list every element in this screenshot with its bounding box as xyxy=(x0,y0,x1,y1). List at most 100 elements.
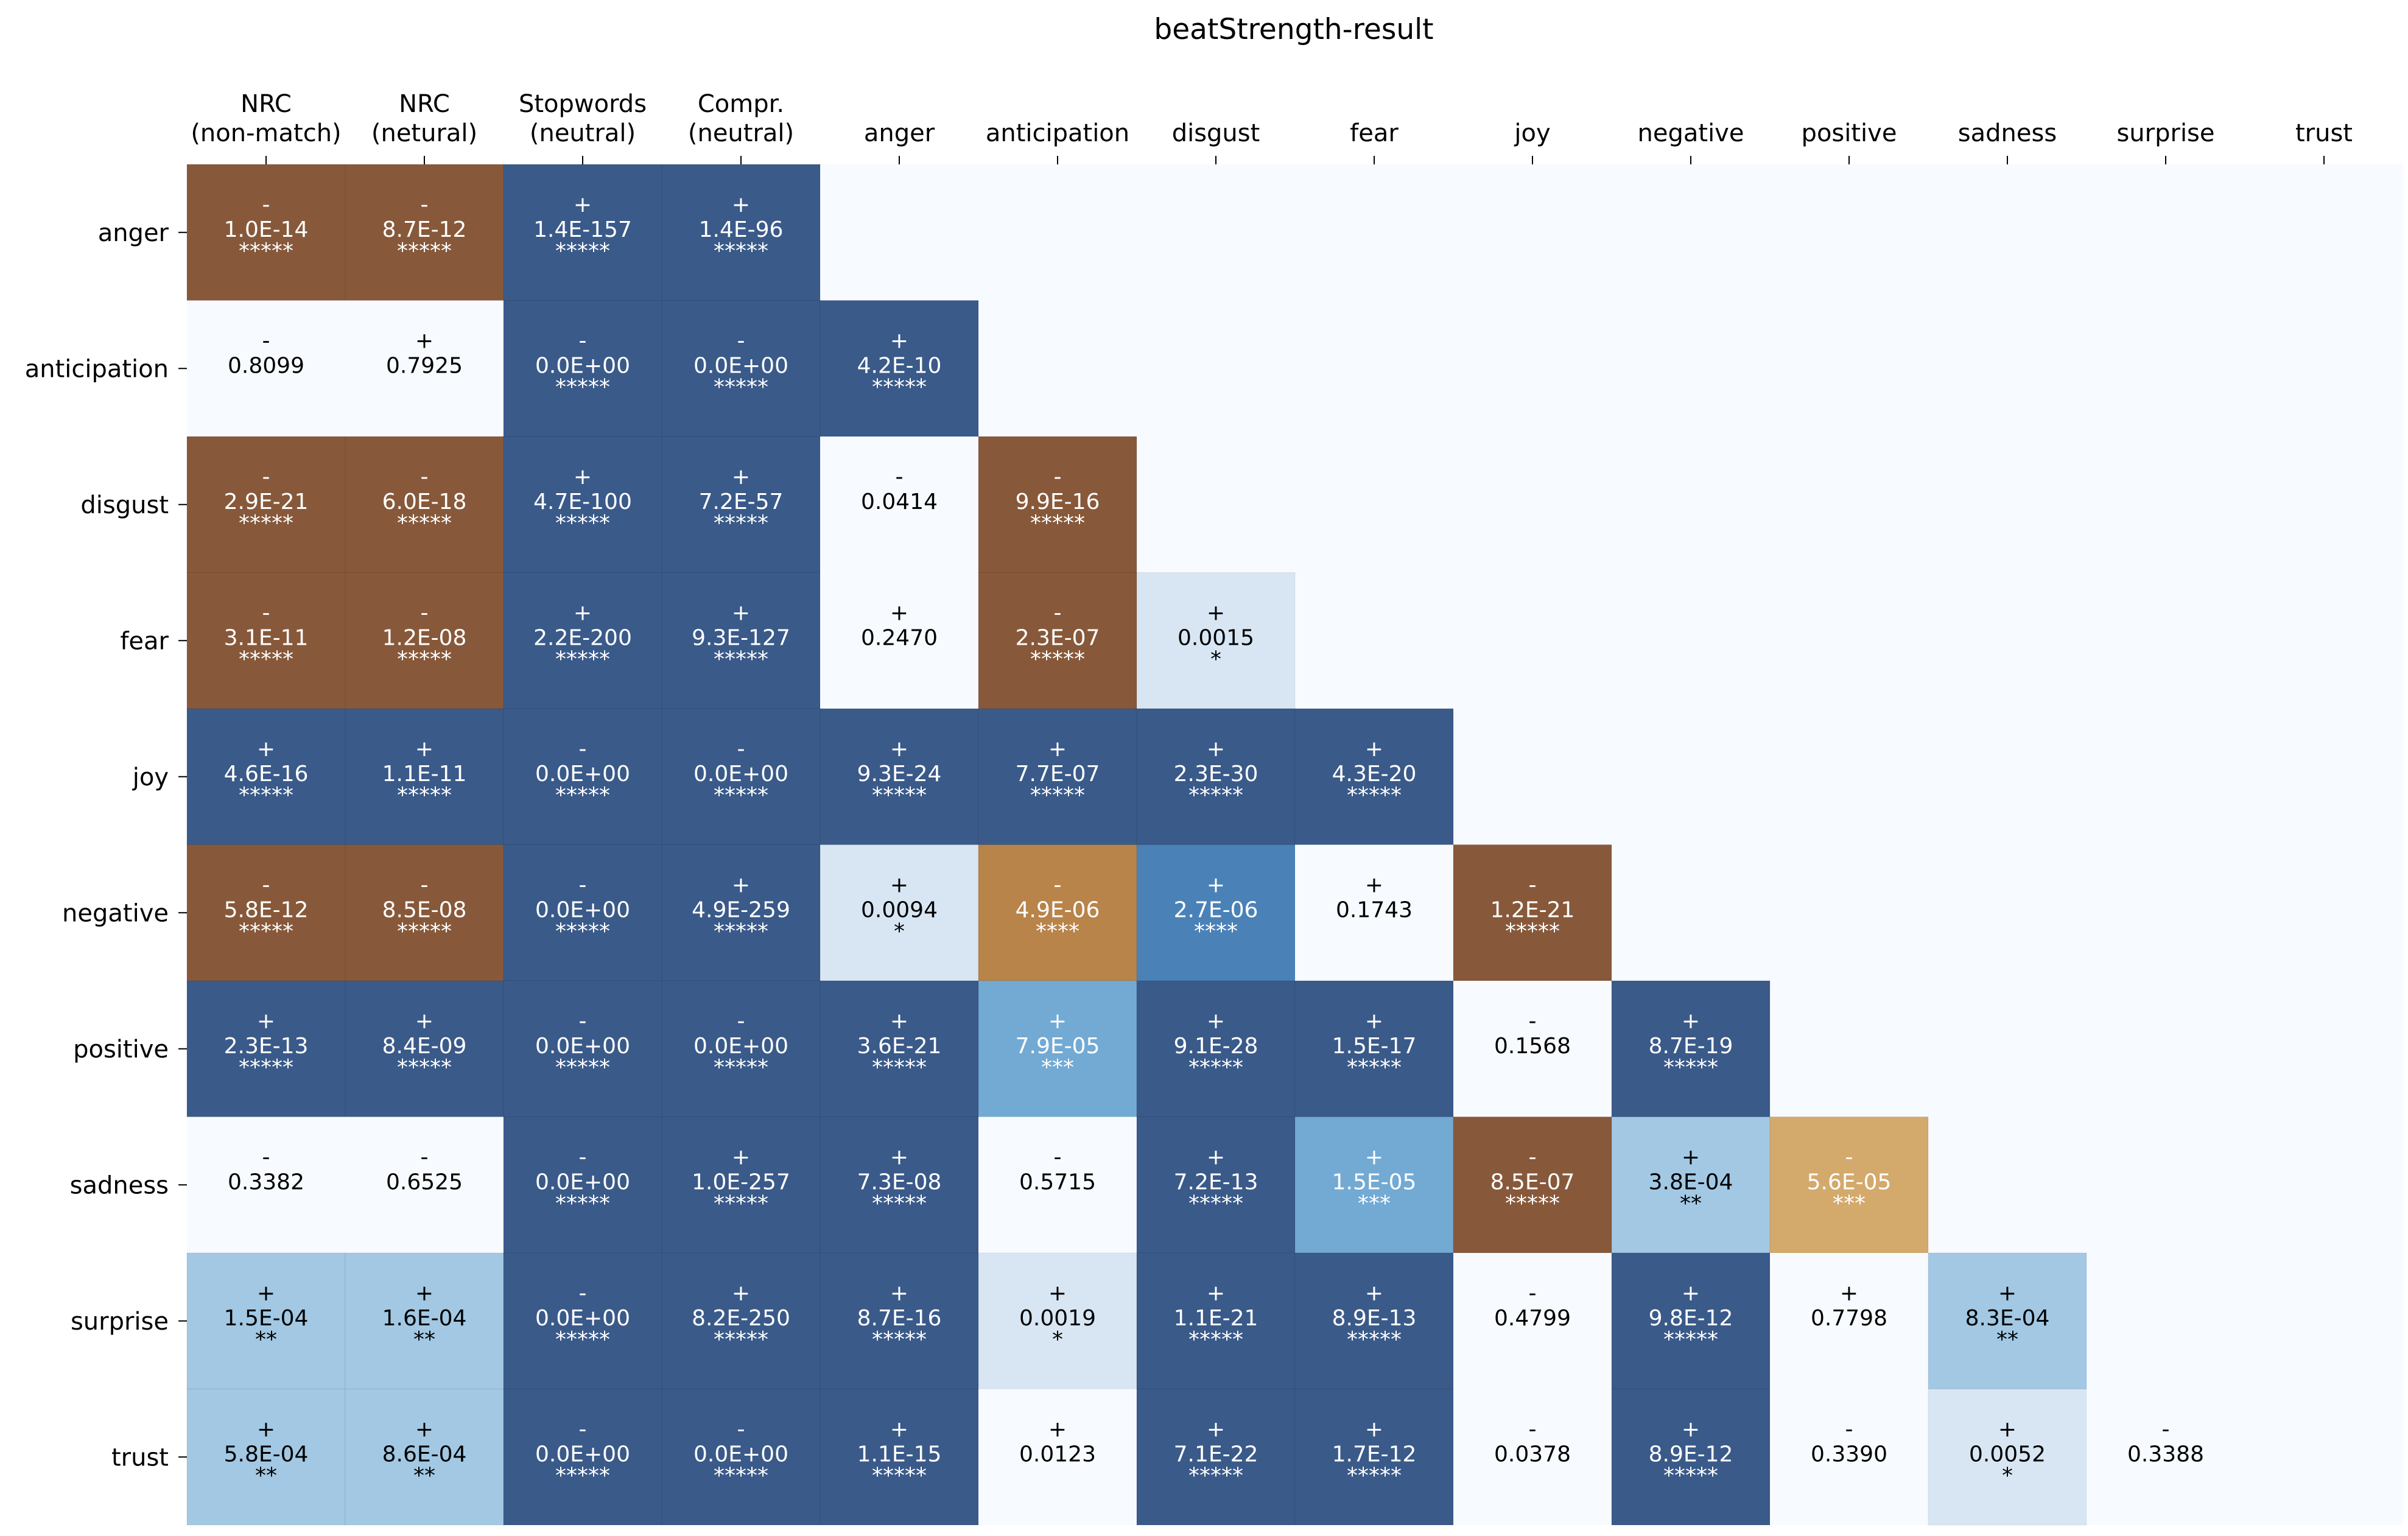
cell-significance: ***** xyxy=(714,1327,768,1352)
column-label: disgust xyxy=(1172,119,1260,164)
heatmap-cell: +8.3E-04** xyxy=(1928,1252,2087,1389)
cell-p-value: 0.0E+00 xyxy=(535,1306,630,1331)
cell-significance: ***** xyxy=(397,1055,452,1080)
cell-sign: - xyxy=(262,872,270,897)
cell-significance: ***** xyxy=(714,239,768,264)
cell-rect xyxy=(503,708,662,845)
cell-p-value: 2.2E-200 xyxy=(533,625,632,650)
cell-rect xyxy=(1611,1389,1771,1526)
cell-rect xyxy=(1611,1117,1771,1254)
cell-rect xyxy=(978,844,1137,981)
cell-sign: + xyxy=(1998,1281,2017,1306)
cell-sign: + xyxy=(890,1009,908,1034)
cell-p-value: 5.8E-12 xyxy=(224,897,309,922)
cell-rect xyxy=(186,1389,346,1526)
cell-p-value: 0.0378 xyxy=(1494,1442,1571,1467)
cell-sign: + xyxy=(1365,872,1383,897)
cell-p-value: 0.0E+00 xyxy=(535,1170,630,1194)
cell-p-value: 5.6E-05 xyxy=(1807,1170,1892,1194)
column-label: anticipation xyxy=(986,119,1129,164)
cell-rect xyxy=(820,572,978,709)
cell-significance: ***** xyxy=(555,1327,610,1352)
cell-p-value: 1.4E-157 xyxy=(533,217,632,242)
cell-rect xyxy=(503,1389,662,1526)
heatmap-cell: +5.8E-04** xyxy=(186,1389,346,1526)
cell-sign: + xyxy=(1048,1009,1067,1034)
heatmap-cell: +7.2E-57***** xyxy=(661,436,821,573)
cell-significance: ***** xyxy=(397,647,452,672)
heatmap-cell: +1.5E-17***** xyxy=(1294,980,1454,1117)
cell-p-value: 0.0123 xyxy=(1019,1442,1096,1467)
cell-significance: ***** xyxy=(1347,1055,1402,1080)
heatmap-cell: -0.0E+00***** xyxy=(503,300,662,437)
cell-p-value: 1.5E-04 xyxy=(224,1306,309,1331)
cell-sign: + xyxy=(732,192,750,217)
cell-p-value: 4.7E-100 xyxy=(533,489,632,514)
cell-sign: + xyxy=(1840,1281,1858,1306)
cell-sign: + xyxy=(732,1281,750,1306)
cell-p-value: 7.7E-07 xyxy=(1016,762,1100,787)
cell-p-value: 0.0E+00 xyxy=(693,1034,788,1059)
cell-significance: ***** xyxy=(555,919,610,944)
cell-rect xyxy=(820,1389,979,1526)
cell-p-value: 0.0094 xyxy=(861,897,938,922)
cell-significance: ***** xyxy=(1505,1191,1560,1216)
heatmap-cell: +0.7798 xyxy=(1770,1253,1928,1389)
cell-sign: + xyxy=(732,465,750,489)
cell-rect xyxy=(186,1252,346,1389)
cell-sign: - xyxy=(1054,465,1062,489)
heatmap-cell: -5.8E-12***** xyxy=(186,844,346,981)
cell-p-value: 0.0E+00 xyxy=(693,762,788,787)
cell-p-value: 1.2E-08 xyxy=(382,625,467,650)
cell-sign: + xyxy=(1207,872,1225,897)
cell-significance: ***** xyxy=(397,511,452,536)
cell-p-value: 2.3E-30 xyxy=(1174,762,1258,787)
cell-rect xyxy=(1453,1117,1612,1254)
cell-p-value: 8.7E-12 xyxy=(382,217,467,242)
heatmap-cell: +1.5E-05*** xyxy=(1294,1117,1454,1254)
row-label: anger xyxy=(98,219,187,247)
cell-sign: - xyxy=(421,192,429,217)
cell-rect xyxy=(1453,1389,1612,1525)
cell-rect xyxy=(1294,980,1454,1117)
cell-p-value: 0.0E+00 xyxy=(535,897,630,922)
cell-p-value: 0.7798 xyxy=(1811,1306,1887,1331)
cell-sign: - xyxy=(262,465,270,489)
cell-p-value: 1.0E-257 xyxy=(692,1170,790,1194)
heatmap-cell: -0.0E+00***** xyxy=(503,1117,662,1254)
cell-p-value: 3.6E-21 xyxy=(857,1034,942,1059)
cell-significance: ** xyxy=(255,1327,277,1352)
cell-significance: ***** xyxy=(1347,1463,1402,1488)
cell-sign: - xyxy=(262,192,270,217)
row-label-text: fear xyxy=(120,627,169,655)
cell-significance: ***** xyxy=(1188,1463,1243,1488)
cell-p-value: 2.9E-21 xyxy=(224,489,309,514)
cell-rect xyxy=(186,708,346,845)
cell-p-value: 9.8E-12 xyxy=(1649,1306,1733,1331)
cell-rect xyxy=(503,844,662,981)
cell-rect xyxy=(661,1117,821,1254)
cell-significance: *** xyxy=(1358,1191,1391,1216)
chart-title: beatStrength-result xyxy=(1154,13,1433,46)
cell-significance: ***** xyxy=(1188,783,1243,808)
cell-sign: - xyxy=(421,872,429,897)
column-label-text: joy xyxy=(1514,119,1550,147)
cell-p-value: 9.1E-28 xyxy=(1174,1034,1258,1059)
column-label: Stopwords(neutral) xyxy=(519,90,647,164)
heatmap-cell: -0.6525 xyxy=(345,1117,504,1253)
cell-p-value: 4.6E-16 xyxy=(224,762,309,787)
column-label-text: fear xyxy=(1350,119,1399,147)
cell-p-value: 0.0E+00 xyxy=(535,1442,630,1467)
cell-rect xyxy=(661,844,821,981)
cell-p-value: 4.3E-20 xyxy=(1332,762,1417,787)
column-label-text: anticipation xyxy=(986,119,1129,147)
heatmap-cell: -9.9E-16***** xyxy=(978,436,1137,573)
cell-p-value: 0.0E+00 xyxy=(535,1034,630,1059)
cell-rect xyxy=(820,980,979,1117)
cell-rect xyxy=(1136,1117,1296,1254)
cell-p-value: 3.8E-04 xyxy=(1649,1170,1733,1194)
cell-rect xyxy=(186,844,346,981)
cell-rect xyxy=(345,572,504,709)
cell-significance: ***** xyxy=(397,919,452,944)
